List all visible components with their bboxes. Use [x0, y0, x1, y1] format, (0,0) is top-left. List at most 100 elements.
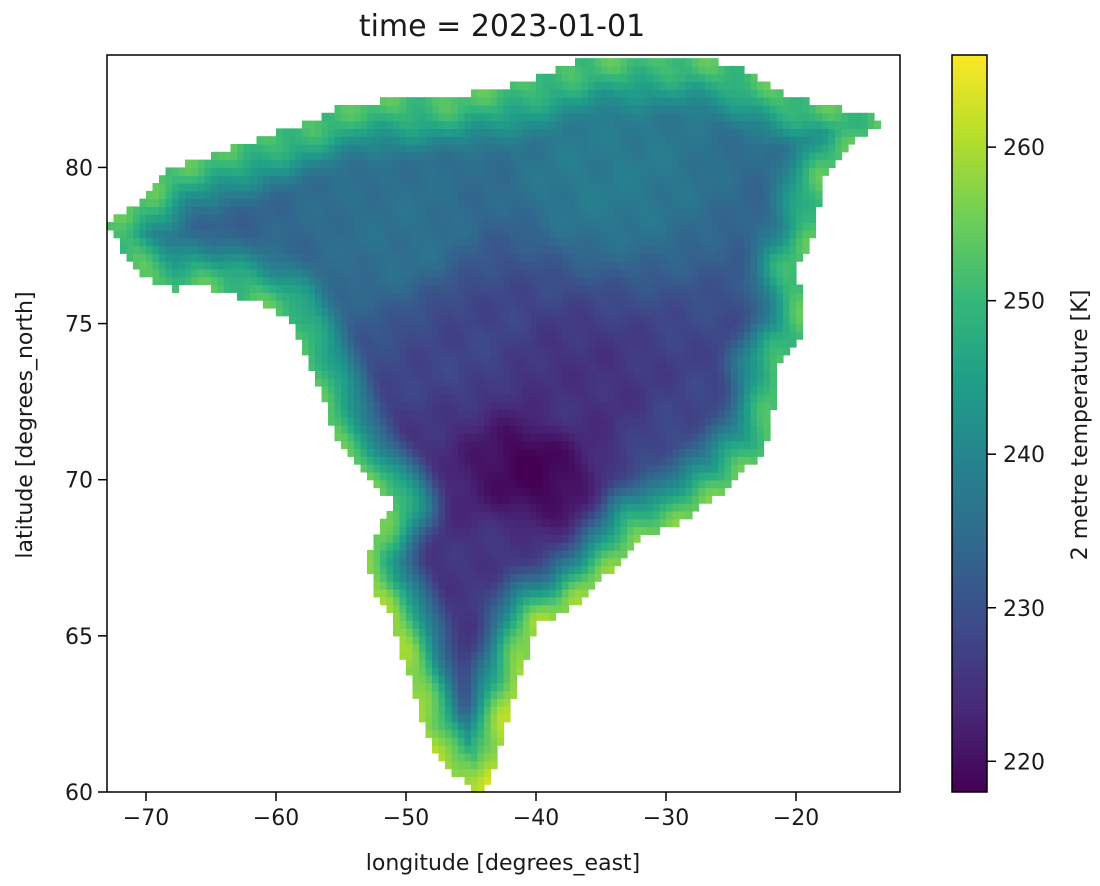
heatmap-cell	[159, 214, 167, 223]
heatmap-cell	[497, 573, 505, 582]
heatmap-cell	[555, 409, 563, 418]
heatmap-cell	[581, 261, 589, 270]
heatmap-cell	[172, 229, 180, 239]
heatmap-cell	[607, 268, 615, 278]
heatmap-cell	[289, 128, 297, 137]
heatmap-cell	[347, 206, 355, 215]
heatmap-cell	[757, 393, 765, 403]
heatmap-cell	[178, 261, 186, 270]
heatmap-cell	[783, 151, 791, 161]
heatmap-cell	[633, 214, 641, 223]
heatmap-cell	[243, 268, 251, 278]
heatmap-cell	[575, 409, 583, 418]
heatmap-cell	[594, 448, 602, 457]
heatmap-cell	[438, 229, 446, 239]
heatmap-cell	[471, 292, 479, 301]
heatmap-cell	[516, 276, 524, 286]
heatmap-cell	[607, 222, 615, 231]
heatmap-cell	[471, 354, 479, 364]
heatmap-cell	[367, 237, 375, 247]
heatmap-cell	[464, 128, 472, 137]
heatmap-cell	[529, 198, 537, 208]
heatmap-cell	[555, 479, 563, 489]
heatmap-cell	[581, 425, 589, 434]
heatmap-cell	[568, 183, 576, 192]
heatmap-cell	[464, 456, 472, 465]
heatmap-cell	[445, 737, 453, 746]
heatmap-cell	[425, 393, 433, 403]
heatmap-cell	[770, 229, 778, 239]
heatmap-cell	[601, 159, 609, 169]
heatmap-cell	[477, 682, 485, 692]
heatmap-cell	[471, 448, 479, 457]
heatmap-cell	[542, 495, 550, 504]
heatmap-cell	[497, 495, 505, 504]
heatmap-cell	[217, 206, 225, 215]
heatmap-cell	[445, 120, 453, 129]
heatmap-cell	[484, 518, 492, 528]
heatmap-cell	[575, 432, 583, 442]
heatmap-cell	[666, 386, 674, 395]
heatmap-cell	[653, 518, 661, 528]
heatmap-cell	[861, 120, 869, 129]
heatmap-cell	[581, 120, 589, 129]
heatmap-cell	[477, 167, 485, 176]
heatmap-cell	[614, 526, 622, 535]
heatmap-cell	[737, 331, 745, 340]
heatmap-cell	[744, 456, 752, 465]
heatmap-cell	[243, 175, 251, 184]
heatmap-cell	[536, 417, 544, 426]
heatmap-cell	[698, 261, 706, 270]
heatmap-cell	[646, 128, 654, 137]
heatmap-cell	[386, 581, 394, 590]
heatmap-cell	[380, 448, 388, 457]
heatmap-cell	[659, 229, 667, 239]
heatmap-cell	[757, 222, 765, 231]
heatmap-cell	[484, 284, 492, 293]
heatmap-cell	[503, 315, 511, 325]
heatmap-cell	[568, 425, 576, 434]
heatmap-cell	[484, 698, 492, 707]
heatmap-cell	[575, 229, 583, 239]
heatmap-cell	[601, 354, 609, 364]
heatmap-cell	[575, 222, 583, 231]
heatmap-cell	[562, 300, 570, 309]
heatmap-cell	[250, 159, 258, 169]
heatmap-cell	[393, 136, 401, 145]
heatmap-cell	[406, 136, 414, 145]
heatmap-cell	[367, 456, 375, 465]
heatmap-cell	[237, 206, 245, 215]
heatmap-cell	[419, 128, 427, 137]
heatmap-cell	[458, 206, 466, 215]
heatmap-cell	[425, 628, 433, 637]
heatmap-cell	[594, 354, 602, 364]
heatmap-cell	[419, 604, 427, 614]
heatmap-cell	[217, 229, 225, 239]
heatmap-cell	[731, 292, 739, 301]
heatmap-cell	[471, 128, 479, 137]
heatmap-cell	[380, 190, 388, 200]
heatmap-cell	[425, 549, 433, 559]
heatmap-cell	[503, 307, 511, 317]
heatmap-cell	[711, 151, 719, 161]
heatmap-cell	[633, 198, 641, 208]
heatmap-cell	[432, 370, 440, 379]
heatmap-cell	[354, 432, 362, 442]
heatmap-cell	[536, 589, 544, 598]
heatmap-cell	[770, 245, 778, 254]
heatmap-cell	[705, 190, 713, 200]
heatmap-cell	[321, 183, 329, 192]
heatmap-cell	[406, 331, 414, 340]
heatmap-cell	[666, 487, 674, 496]
heatmap-cell	[620, 214, 628, 223]
heatmap-cell	[458, 144, 466, 153]
heatmap-cell	[724, 206, 732, 215]
heatmap-cell	[471, 596, 479, 606]
heatmap-cell	[302, 136, 310, 145]
heatmap-cell	[555, 136, 563, 145]
heatmap-cell	[568, 417, 576, 426]
heatmap-cell	[484, 292, 492, 301]
heatmap-cell	[393, 354, 401, 364]
heatmap-cell	[438, 542, 446, 551]
heatmap-cell	[243, 167, 251, 176]
